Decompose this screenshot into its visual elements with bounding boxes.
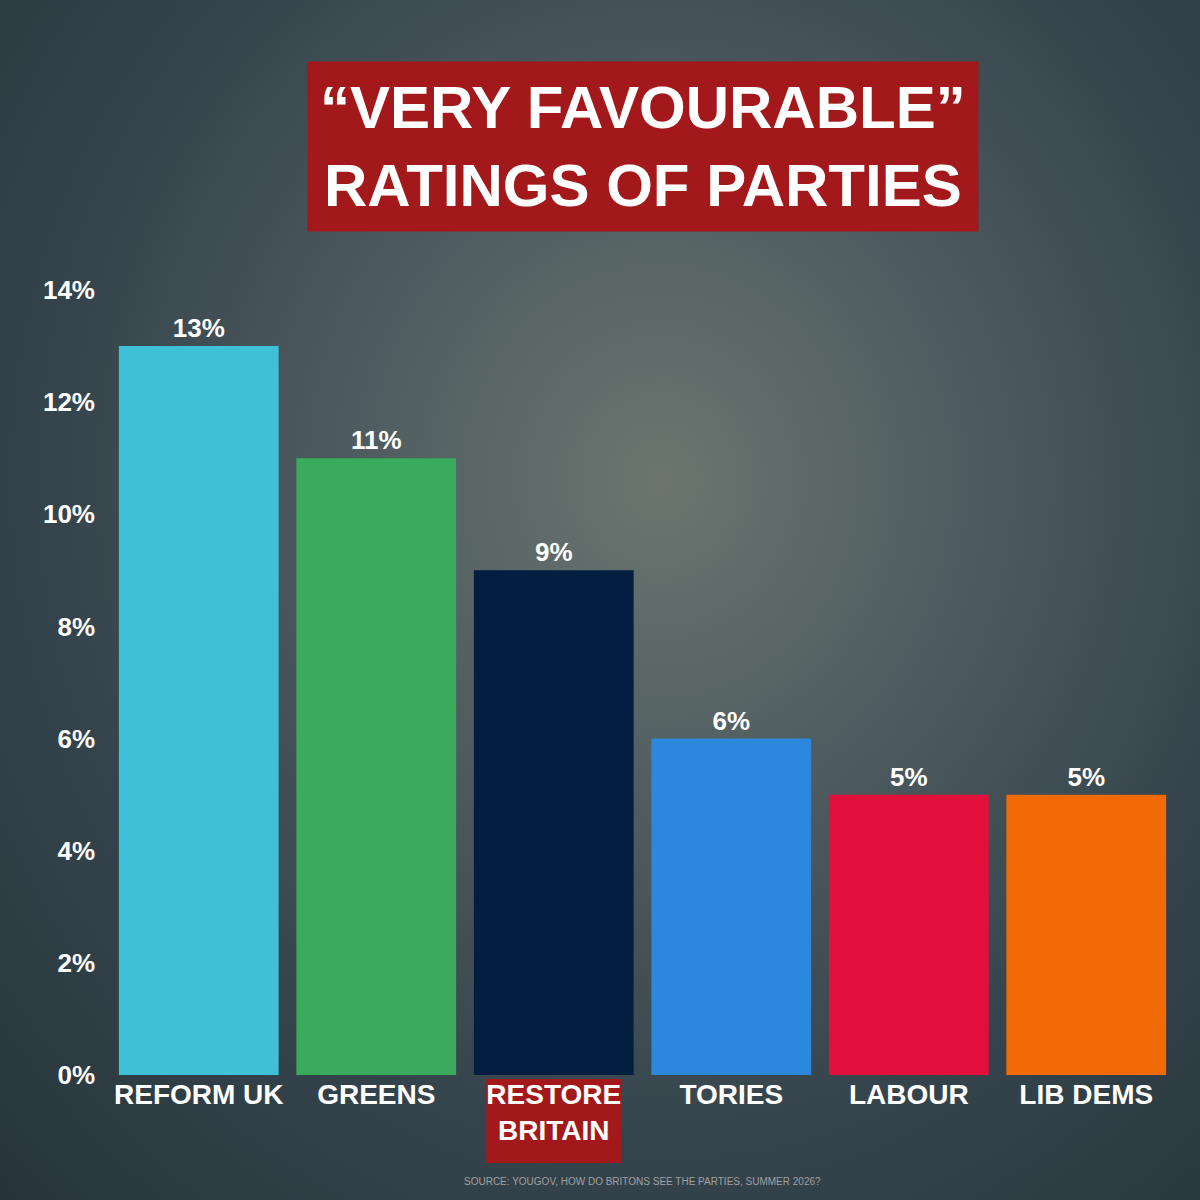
svg-text:13%: 13% (173, 313, 225, 343)
svg-text:SOURCE: YOUGOV, HOW DO BRITONS: SOURCE: YOUGOV, HOW DO BRITONS SEE THE P… (464, 1176, 821, 1187)
svg-text:6%: 6% (712, 706, 750, 736)
svg-text:8%: 8% (57, 612, 95, 642)
svg-text:REFORM UK: REFORM UK (114, 1079, 284, 1110)
svg-text:TORIES: TORIES (679, 1079, 783, 1110)
svg-text:9%: 9% (535, 537, 573, 567)
svg-text:5%: 5% (890, 762, 928, 792)
svg-text:11%: 11% (351, 425, 402, 455)
svg-text:LIB DEMS: LIB DEMS (1019, 1079, 1153, 1110)
svg-text:10%: 10% (43, 499, 95, 529)
svg-text:“VERY FAVOURABLE”RATINGS OF PA: “VERY FAVOURABLE”RATINGS OF PARTIES (320, 74, 966, 219)
svg-text:5%: 5% (1067, 762, 1105, 792)
svg-text:GREENS: GREENS (317, 1079, 435, 1110)
svg-text:2%: 2% (57, 948, 95, 978)
svg-text:RESTOREBRITAIN: RESTOREBRITAIN (486, 1079, 621, 1146)
svg-text:12%: 12% (43, 387, 95, 417)
svg-text:6%: 6% (57, 724, 95, 754)
svg-text:4%: 4% (57, 836, 95, 866)
svg-text:14%: 14% (43, 275, 95, 305)
svg-text:0%: 0% (57, 1060, 95, 1090)
svg-text:LABOUR: LABOUR (849, 1079, 969, 1110)
